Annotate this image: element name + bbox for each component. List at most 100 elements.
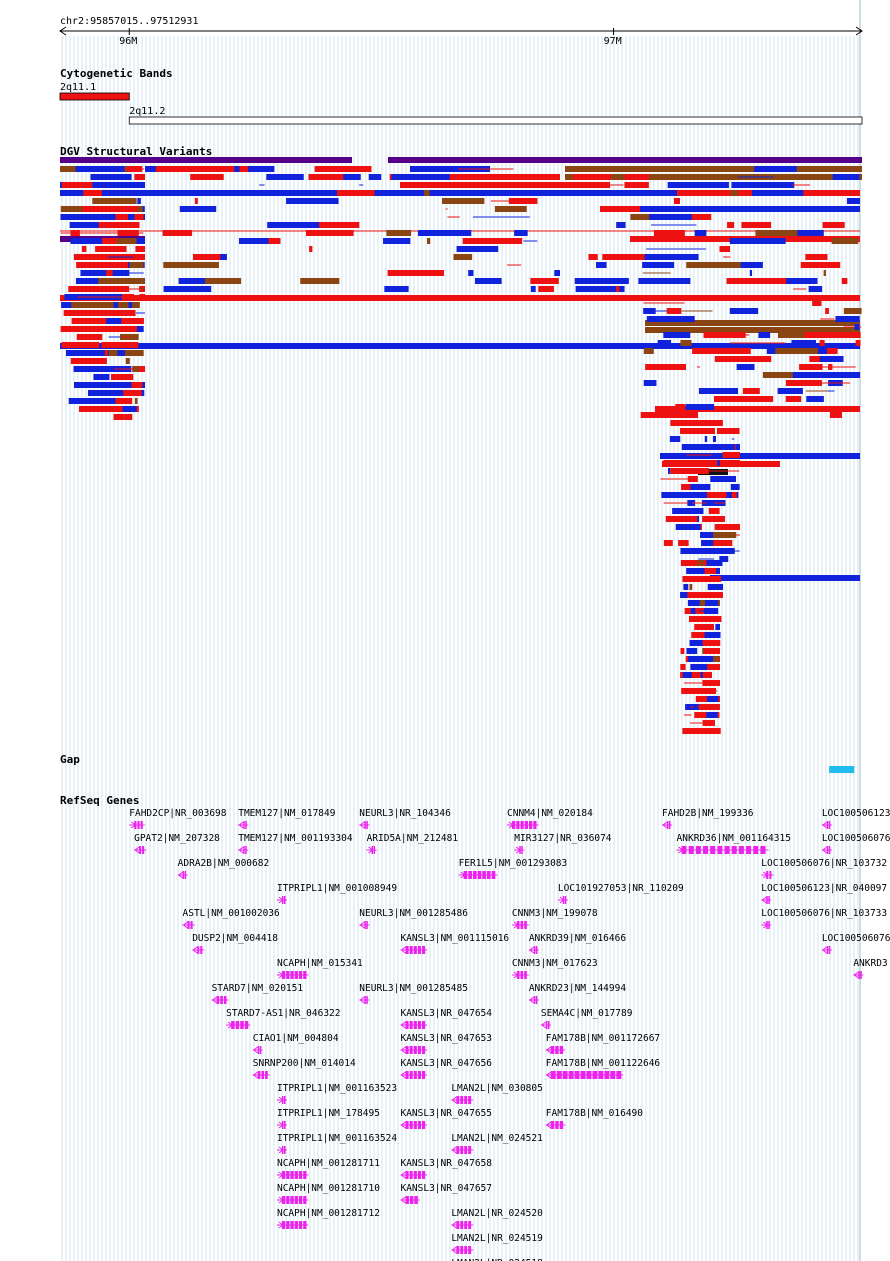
dgv-variant[interactable] [705, 680, 720, 686]
dgv-variant[interactable] [645, 364, 686, 370]
dgv-variant[interactable] [689, 616, 719, 622]
dgv-variant[interactable] [514, 230, 528, 236]
dgv-variant[interactable] [383, 238, 411, 244]
dgv-variant[interactable] [596, 262, 607, 268]
refseq-gene[interactable]: KANSL3|NR_047658 [400, 1158, 492, 1179]
dgv-variant[interactable] [742, 388, 760, 394]
dgv-variant[interactable] [773, 278, 794, 284]
dgv-variant[interactable] [822, 222, 845, 228]
dgv-variant[interactable] [704, 608, 719, 614]
dgv-variant[interactable] [602, 254, 645, 260]
dgv-variant[interactable] [791, 380, 814, 386]
dgv-variant[interactable] [707, 584, 724, 590]
dgv-variant[interactable] [163, 262, 219, 268]
dgv-variant[interactable] [600, 206, 640, 212]
dgv-variant[interactable] [125, 318, 137, 324]
dgv-variant[interactable] [684, 576, 714, 582]
dgv-variant[interactable] [424, 190, 430, 196]
refseq-gene[interactable]: TMEM127|NM_017849 [238, 808, 336, 829]
dgv-variant[interactable] [665, 516, 698, 522]
dgv-variant[interactable] [468, 270, 474, 276]
dgv-variant[interactable] [675, 524, 701, 530]
refseq-gene[interactable]: ITPRIPL1|NM_001163523 [276, 1083, 397, 1104]
dgv-variant[interactable] [98, 222, 123, 228]
dgv-variant[interactable] [60, 206, 83, 212]
gap-track[interactable] [829, 766, 855, 773]
cytoband-2q11.1[interactable] [59, 92, 130, 101]
dgv-variant[interactable] [687, 476, 698, 482]
dgv-variant[interactable] [809, 356, 828, 362]
dgv-variant[interactable] [686, 568, 704, 574]
dgv-variant[interactable] [706, 576, 721, 582]
dgv-variant[interactable] [691, 672, 701, 678]
refseq-gene[interactable]: NEURL3|NM_001285485 [359, 983, 468, 1004]
dgv-variant[interactable] [194, 198, 198, 204]
dgv-variant[interactable] [841, 278, 848, 284]
dgv-variant[interactable] [786, 278, 818, 284]
dgv-variant[interactable] [745, 182, 795, 188]
dgv-variant[interactable] [687, 500, 693, 506]
dgv-variant[interactable] [588, 254, 598, 260]
dgv-variant[interactable] [808, 286, 823, 292]
dgv-variant[interactable] [639, 254, 699, 260]
dgv-variant[interactable] [806, 396, 824, 402]
dgv-variant[interactable] [453, 254, 473, 260]
dgv-variant[interactable] [179, 206, 217, 212]
dgv-variant[interactable] [707, 728, 721, 734]
dgv-variant[interactable] [530, 286, 536, 292]
dgv-variant[interactable] [727, 492, 732, 498]
dgv-variant[interactable] [572, 174, 612, 180]
dgv-variant[interactable] [368, 174, 382, 180]
dgv-variant[interactable] [707, 664, 716, 670]
refseq-gene[interactable]: DUSP2|NM_004418 [192, 933, 278, 954]
dgv-variant[interactable] [343, 174, 361, 180]
refseq-gene[interactable]: ITPRIPL1|NM_001008949 [276, 883, 397, 904]
dgv-variant[interactable] [192, 254, 227, 260]
refseq-gene[interactable]: SEMA4C|NM_017789 [540, 1008, 633, 1029]
dgv-variant[interactable] [672, 508, 704, 514]
dgv-variant[interactable] [700, 532, 714, 538]
dgv-variant[interactable] [115, 214, 128, 220]
dgv-variant[interactable] [83, 190, 103, 196]
dgv-variant[interactable] [836, 356, 844, 362]
dgv-variant[interactable] [698, 469, 728, 475]
dgv-variant[interactable] [835, 316, 860, 322]
dgv-variant[interactable] [707, 688, 717, 694]
dgv-variant[interactable] [300, 278, 340, 284]
dgv-variant[interactable] [79, 406, 135, 412]
dgv-variant[interactable] [132, 366, 140, 372]
dgv-variant[interactable] [162, 230, 193, 236]
refseq-gene[interactable]: CNNM3|NM_199078 [511, 908, 598, 929]
dgv-variant[interactable] [134, 174, 145, 180]
dgv-variant[interactable] [116, 238, 137, 244]
refseq-gene[interactable]: ASTL|NM_001002036 [182, 908, 281, 929]
dgv-variant[interactable] [689, 584, 693, 590]
dgv-variant[interactable] [843, 308, 862, 314]
dgv-variant[interactable] [456, 246, 499, 252]
dgv-variant[interactable] [680, 340, 692, 346]
dgv-variant[interactable] [60, 295, 860, 301]
dgv-variant[interactable] [61, 342, 100, 348]
dgv-variant[interactable] [660, 453, 860, 459]
dgv-variant[interactable] [690, 664, 715, 670]
refseq-gene[interactable]: TMEM127|NM_001193304 [238, 833, 353, 854]
dgv-variant[interactable] [114, 166, 122, 172]
refseq-gene[interactable]: STARD7|NM_020151 [211, 983, 304, 1004]
dgv-variant[interactable] [682, 728, 708, 734]
dgv-variant[interactable] [658, 174, 713, 180]
refseq-genes-track[interactable]: FAHD2CP|NR_003698 TMEM127|NM_017849 NEURL3… [129, 808, 890, 1261]
dgv-variant[interactable] [336, 190, 375, 196]
refseq-gene[interactable]: LOC100506076| [821, 833, 890, 854]
dgv-variant[interactable] [663, 460, 718, 466]
dgv-variant[interactable] [73, 366, 85, 372]
dgv-variant[interactable] [755, 230, 816, 236]
dgv-variant[interactable] [724, 206, 778, 212]
dgv-variant[interactable] [95, 246, 127, 252]
dgv-variant[interactable] [645, 327, 860, 333]
dgv-variant[interactable] [100, 382, 145, 388]
dgv-variant[interactable] [99, 318, 123, 324]
dgv-variant[interactable] [91, 390, 117, 396]
dgv-variant[interactable] [624, 182, 649, 188]
dgv-variant[interactable] [178, 278, 215, 284]
dgv-variant[interactable] [649, 214, 710, 220]
